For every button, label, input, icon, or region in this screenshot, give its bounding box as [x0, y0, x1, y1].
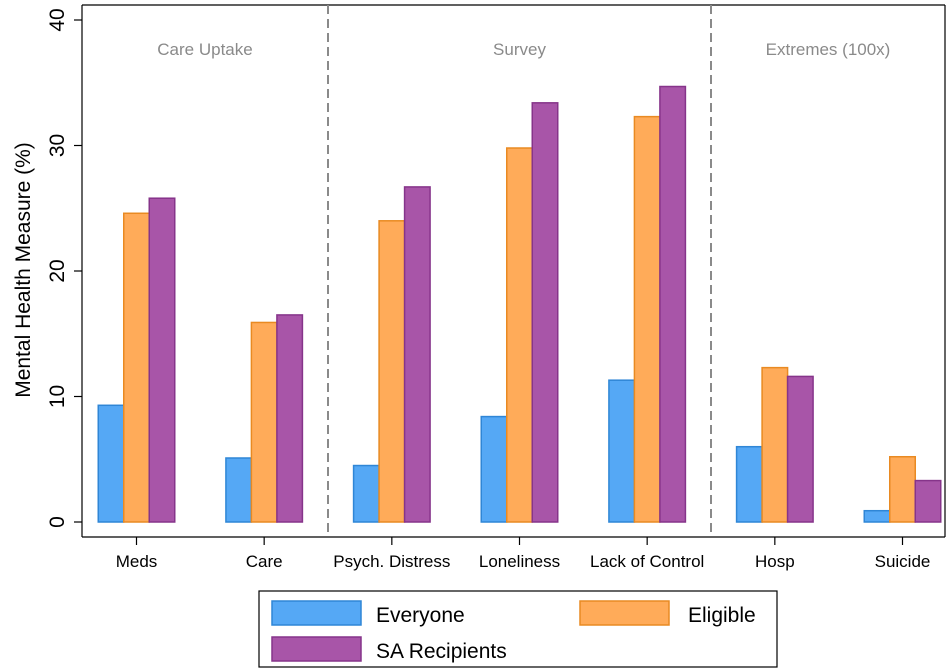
bar-eligible-suicide: [889, 455, 916, 523]
x-tick-label: Loneliness: [479, 552, 560, 571]
legend-swatch-sa-recipients: [271, 636, 362, 662]
y-axis-label: Mental Health Measure (%): [12, 142, 35, 398]
x-axis: Meds Care Psych. Distress Loneliness Lack of…: [116, 537, 931, 571]
group-dividers: [327, 5, 712, 537]
bar-everyone-loneliness: [480, 415, 508, 523]
x-tick-label: Care: [246, 552, 283, 571]
x-tick-label: Hosp: [755, 552, 795, 571]
legend-label-everyone: Everyone: [376, 604, 465, 627]
y-axis: 0 10 20 30 40: [46, 8, 82, 528]
y-tick-label: 40: [46, 8, 69, 31]
y-tick-label: 10: [46, 385, 69, 408]
bar-everyone-meds: [97, 404, 125, 523]
bar-everyone-lack-of-control: [608, 379, 636, 523]
bars: [97, 85, 942, 523]
legend-swatch-everyone: [271, 600, 362, 626]
y-tick-label: 20: [46, 259, 69, 282]
x-tick-label: Suicide: [875, 552, 931, 571]
y-tick-label: 30: [46, 134, 69, 157]
x-tick-label: Meds: [116, 552, 158, 571]
bar-sa-recipients-suicide: [914, 479, 942, 523]
group-label-2: Extremes (100x): [766, 40, 891, 59]
legend-swatch-eligible: [579, 600, 670, 626]
bar-sa-recipients-lack-of-control: [659, 85, 687, 523]
group-label-1: Survey: [493, 40, 546, 59]
bar-everyone-hosp: [735, 445, 763, 523]
y-tick-label: 0: [46, 516, 69, 528]
bar-sa-recipients-loneliness: [531, 102, 559, 523]
bar-everyone-care: [225, 457, 253, 523]
bar-eligible-meds: [123, 212, 150, 523]
group-labels: Care Uptake Survey Extremes (100x): [157, 40, 890, 59]
x-tick-label: Lack of Control: [590, 552, 704, 571]
bar-eligible-lack-of-control: [633, 115, 661, 523]
group-label-0: Care Uptake: [157, 40, 252, 59]
legend-label-eligible: Eligible: [688, 604, 756, 627]
bar-eligible-loneliness: [506, 147, 533, 523]
bar-everyone-psych-distress: [352, 464, 380, 523]
bar-sa-recipients-hosp: [786, 375, 814, 523]
bar-eligible-care: [250, 321, 278, 523]
bar-sa-recipients-psych-distress: [403, 186, 431, 523]
bar-eligible-psych-distress: [378, 220, 406, 523]
legend: Everyone Eligible SA Recipients: [258, 590, 778, 668]
x-tick-label: Psych. Distress: [333, 552, 450, 571]
bar-everyone-suicide: [863, 509, 891, 523]
bar-sa-recipients-care: [276, 314, 304, 523]
bar-sa-recipients-meds: [148, 197, 176, 523]
legend-label-sa-recipients: SA Recipients: [376, 640, 507, 663]
bar-eligible-hosp: [761, 366, 789, 523]
